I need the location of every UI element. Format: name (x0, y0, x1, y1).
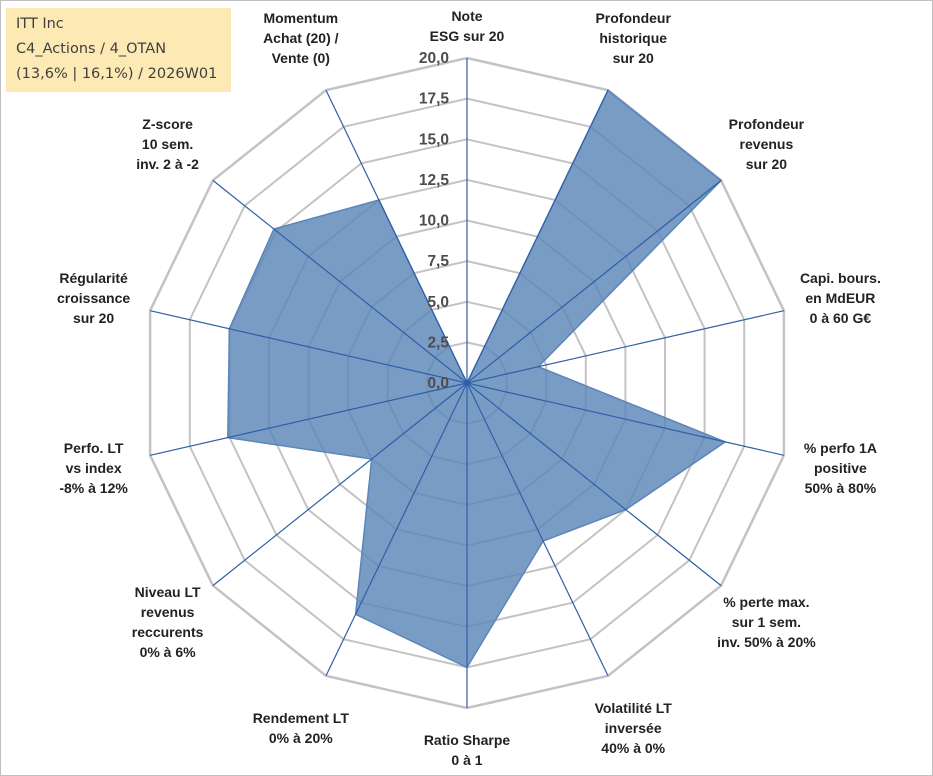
axis-spoke-13 (325, 89, 468, 384)
tick-label: 7,5 (427, 253, 449, 270)
axis-label: Momentum Achat (20) / Vente (0) (263, 10, 339, 66)
label-layer: Note ESG sur 20 Profondeur historique sur 20… (57, 8, 881, 768)
axis-spoke-2 (466, 179, 722, 384)
tick-label: 15,0 (419, 131, 449, 148)
axis-label: Régularité croissance sur 20 (57, 270, 130, 326)
axis-spoke-9 (212, 382, 468, 587)
info-box: ITT Inc C4_Actions / 4_OTAN (13,6% | 16,… (6, 8, 231, 92)
series-area (227, 89, 727, 669)
axis-spoke-12 (212, 179, 468, 384)
axis-label: Profondeur revenus sur 20 (729, 116, 805, 172)
axis-label: Capi. bours. en MdEUR 0 à 60 G€ (800, 270, 881, 326)
performance-week-label: (13,6% | 16,1%) / 2026W01 (16, 66, 218, 82)
tick-label: 10,0 (419, 213, 449, 230)
axis-label: Z-score 10 sem. inv. 2 à -2 (136, 116, 199, 172)
axis-label: Ratio Sharpe 0 à 1 (424, 732, 511, 768)
portfolio-label: C4_Actions / 4_OTAN (16, 41, 167, 57)
axis-layer (149, 58, 785, 708)
axis-label: Profondeur historique sur 20 (595, 10, 671, 66)
tick-label: 0,0 (427, 375, 449, 392)
tick-label: 12,5 (419, 172, 450, 189)
company-name: ITT Inc (16, 16, 64, 32)
axis-spoke-6 (466, 382, 609, 677)
axis-label: Perfo. LT vs index -8% à 12% (59, 440, 128, 496)
axis-spoke-3 (466, 310, 785, 384)
axis-spoke-5 (466, 382, 722, 587)
axis-label: Note ESG sur 20 (430, 8, 505, 44)
axis-label: Niveau LT revenus reccurents 0% à 6% (132, 584, 204, 660)
tick-layer: 0,0 2,5 5,0 7,5 10,0 12,5 15,0 17,5 20,0 (419, 50, 450, 392)
axis-label: Volatilité LT inversée 40% à 0% (595, 700, 673, 756)
axis-spoke-4 (466, 382, 785, 456)
series-layer (227, 89, 727, 669)
axis-label: % perfo 1A positive 50% à 80% (804, 440, 877, 496)
axis-spoke-1 (466, 89, 609, 384)
axis-spoke-10 (149, 382, 468, 456)
tick-label: 2,5 (427, 334, 449, 351)
tick-label: 17,5 (419, 91, 450, 108)
tick-label: 20,0 (419, 50, 449, 67)
axis-label: % perte max. sur 1 sem. inv. 50% à 20% (717, 594, 816, 650)
axis-spoke-11 (149, 310, 468, 384)
axis-label: Rendement LT 0% à 20% (253, 710, 350, 746)
axis-spoke-8 (325, 382, 468, 677)
tick-label: 5,0 (427, 294, 449, 311)
